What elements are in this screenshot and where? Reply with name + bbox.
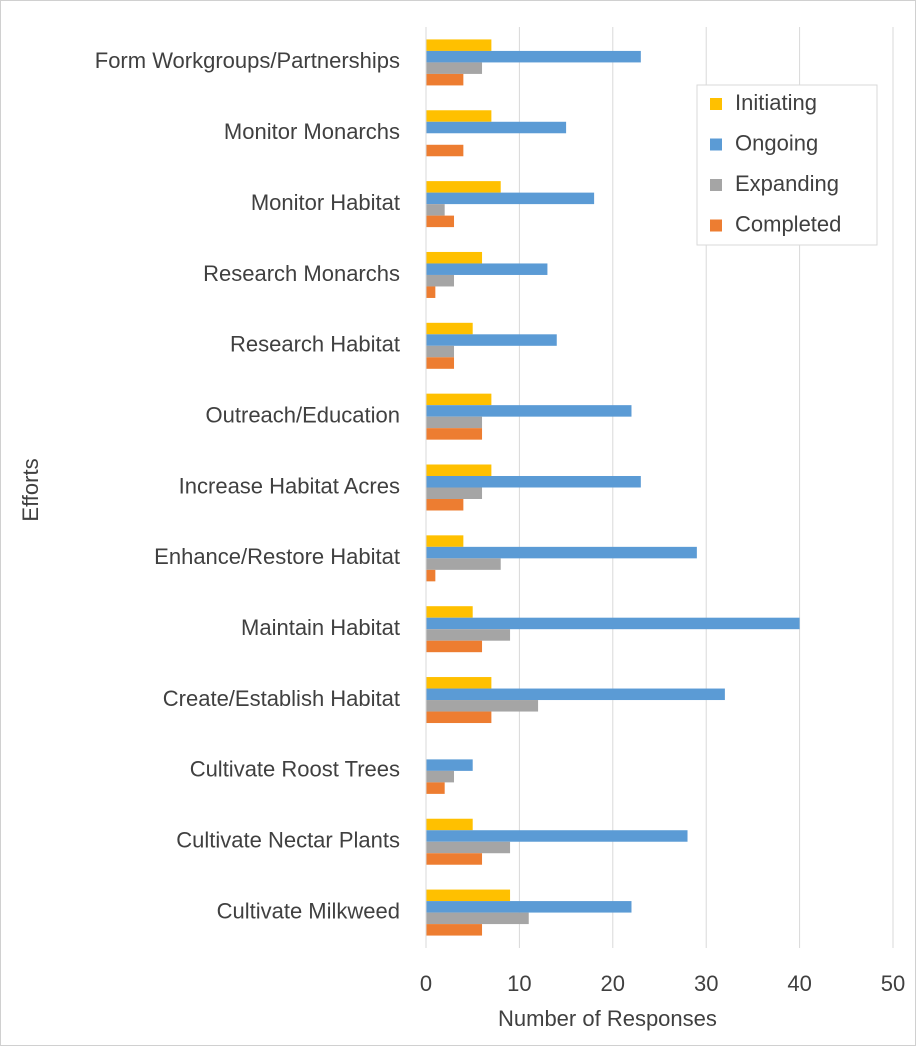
bar [426, 558, 501, 570]
bar [426, 50, 641, 63]
bar [426, 546, 697, 559]
bar [426, 924, 483, 936]
bar [426, 677, 492, 689]
bar [426, 274, 455, 287]
x-axis-title: Number of Responses [498, 1006, 717, 1031]
y-tick-label: Form Workgroups/Partnerships [95, 48, 400, 73]
y-tick-label: Create/Establish Habitat [163, 686, 400, 711]
bar [426, 393, 492, 406]
bar [426, 286, 436, 298]
bar [426, 73, 464, 86]
x-tick-label: 20 [601, 971, 625, 996]
legend-box [696, 84, 878, 246]
y-tick-label: Cultivate Nectar Plants [176, 828, 400, 853]
bar [426, 416, 483, 429]
legend-label: Expanding [735, 171, 839, 196]
bar [426, 640, 483, 653]
bar [426, 121, 567, 134]
y-tick-label: Maintain Habitat [241, 615, 400, 640]
bar [426, 606, 473, 618]
bar [426, 39, 492, 51]
y-tick-label: Cultivate Milkweed [217, 898, 400, 923]
bar [426, 62, 483, 74]
x-tick-label: 50 [881, 971, 905, 996]
bar [426, 499, 464, 511]
legend-swatch [710, 98, 722, 110]
legend-swatch [710, 219, 722, 232]
bar [426, 334, 557, 346]
legend-swatch [710, 179, 722, 191]
y-tick-label: Research Monarchs [203, 261, 400, 286]
x-tick-label: 10 [507, 971, 531, 996]
bar [426, 263, 548, 275]
legend-label: Initiating [735, 90, 817, 115]
bar [426, 617, 800, 630]
bar [426, 700, 539, 712]
y-axis-title: Efforts [18, 458, 43, 521]
bar [426, 770, 455, 783]
bar [426, 181, 501, 193]
bar [426, 830, 688, 842]
bar [426, 841, 511, 854]
bar [426, 853, 483, 865]
bar [426, 144, 464, 157]
bar [426, 345, 455, 358]
y-tick-label: Enhance/Restore Habitat [154, 544, 400, 569]
x-tick-label: 30 [694, 971, 718, 996]
bar [426, 569, 436, 582]
bar [426, 476, 641, 488]
y-tick-label: Cultivate Roost Trees [190, 757, 400, 782]
bar [426, 405, 632, 417]
bar [426, 688, 725, 701]
bar [426, 215, 455, 228]
y-tick-label: Outreach/Education [206, 402, 400, 427]
bar [426, 901, 632, 913]
bar [426, 204, 445, 216]
bar [426, 251, 483, 264]
bar [426, 322, 473, 335]
y-tick-label: Monitor Habitat [251, 190, 400, 215]
x-tick-label: 0 [420, 971, 432, 996]
y-tick-label: Increase Habitat Acres [179, 473, 400, 498]
bar [426, 629, 511, 641]
bar [426, 357, 455, 369]
bar [426, 428, 483, 440]
bar [426, 818, 473, 831]
bar [426, 535, 464, 547]
bar [426, 711, 492, 724]
bar [426, 912, 529, 925]
bar [426, 192, 595, 205]
bar [426, 759, 473, 771]
x-tick-label: 40 [787, 971, 811, 996]
bar [426, 889, 511, 902]
legend-label: Completed [735, 211, 841, 236]
bar [426, 782, 445, 794]
legend-label: Ongoing [735, 130, 818, 155]
y-tick-label: Monitor Monarchs [224, 119, 400, 144]
legend-swatch [710, 138, 722, 151]
bar [426, 464, 492, 476]
bar [426, 110, 492, 122]
y-tick-label: Research Habitat [230, 332, 400, 357]
bar [426, 487, 483, 499]
